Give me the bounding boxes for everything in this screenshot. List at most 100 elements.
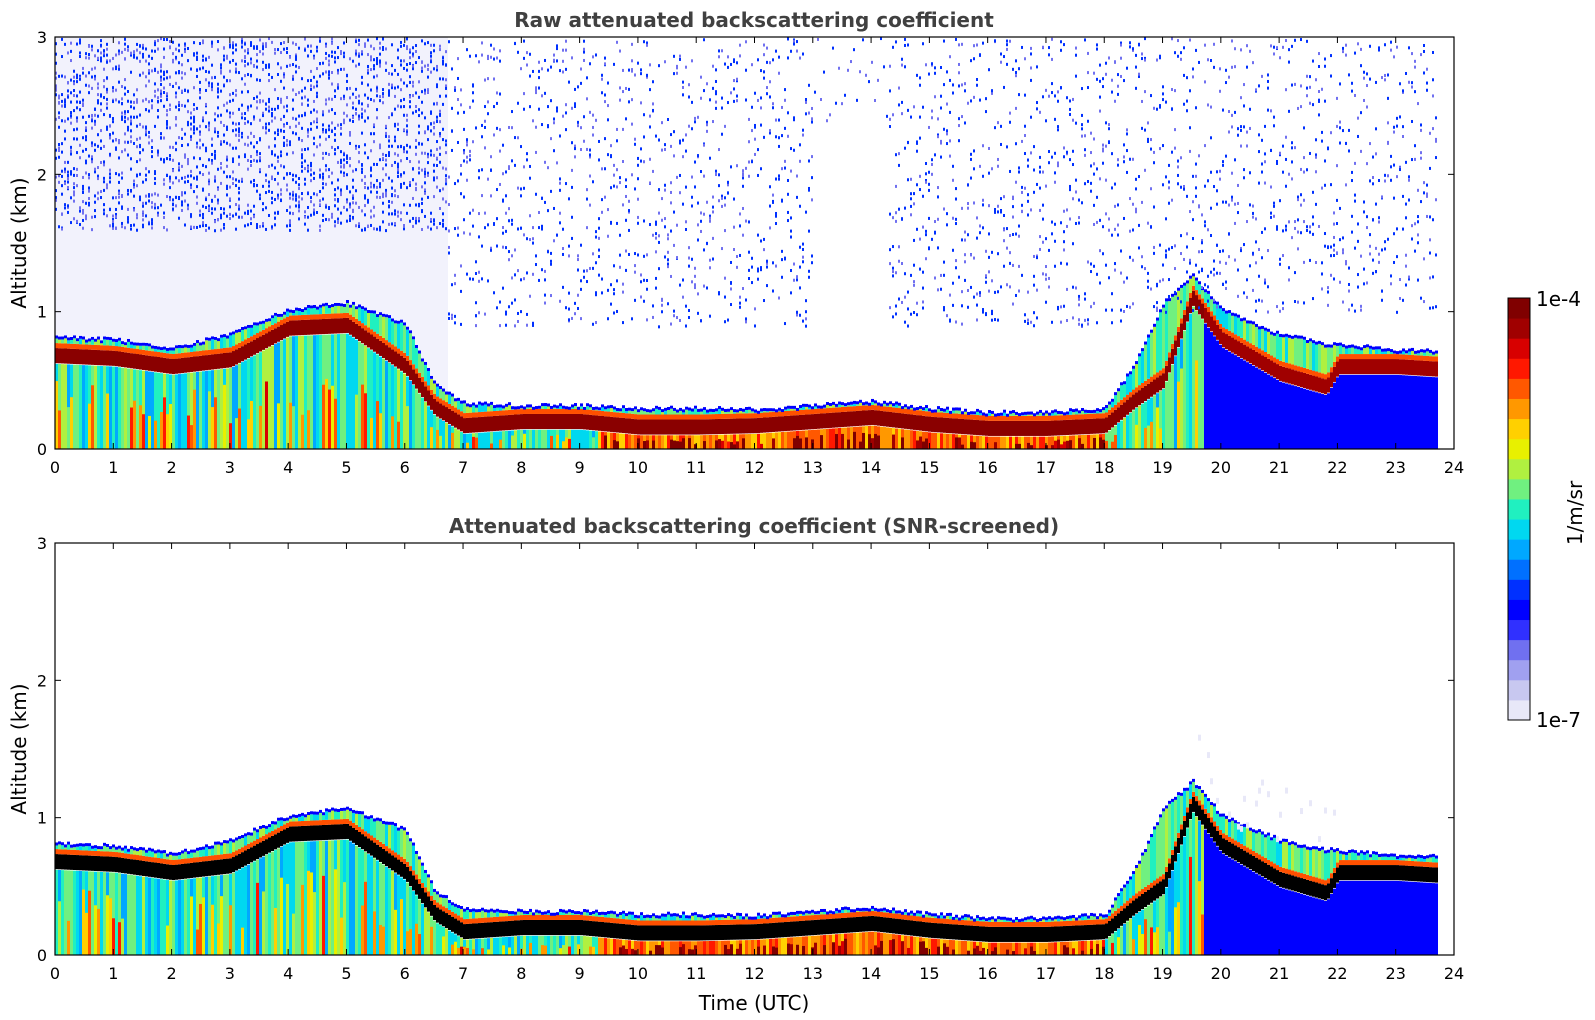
heatmap-cell: [919, 436, 922, 449]
heatmap-cell: [133, 55, 135, 59]
heatmap-cell: [889, 64, 891, 68]
heatmap-cell: [595, 230, 597, 234]
heatmap-cell: [538, 405, 541, 409]
heatmap-cell: [688, 316, 690, 320]
heatmap-cell: [58, 410, 61, 449]
heatmap-cell: [742, 176, 744, 180]
heatmap-cell: [241, 116, 243, 120]
heatmap-cell: [439, 109, 441, 113]
heatmap-cell: [289, 205, 291, 209]
heatmap-cell: [424, 386, 427, 402]
heatmap-cell: [115, 342, 118, 347]
heatmap-cell: [190, 174, 192, 178]
heatmap-cell: [889, 427, 892, 449]
heatmap-cell: [211, 407, 214, 449]
heatmap-cell: [613, 406, 616, 410]
heatmap-cell: [280, 117, 282, 121]
heatmap-cell: [340, 306, 343, 314]
heatmap-cell: [220, 353, 223, 369]
heatmap-cell: [97, 56, 99, 60]
heatmap-cell: [604, 93, 606, 97]
heatmap-cell: [217, 95, 219, 99]
heatmap-cell: [436, 396, 439, 402]
heatmap-cell: [286, 96, 288, 100]
heatmap-cell: [67, 51, 69, 55]
heatmap-cell: [529, 52, 531, 56]
heatmap-cell: [691, 204, 693, 208]
heatmap-cell: [79, 40, 81, 44]
heatmap-cell: [418, 108, 420, 112]
heatmap-cell: [301, 96, 303, 100]
heatmap-cell: [190, 356, 193, 372]
heatmap-cell: [715, 411, 718, 415]
heatmap-cell: [751, 281, 753, 285]
heatmap-cell: [514, 248, 516, 252]
heatmap-cell: [55, 71, 57, 75]
heatmap-cell: [835, 412, 838, 428]
heatmap-cell: [322, 72, 324, 76]
heatmap-cell: [307, 128, 309, 132]
heatmap-cell: [670, 229, 672, 233]
heatmap-cell: [118, 191, 120, 195]
heatmap-cell: [487, 112, 489, 116]
heatmap-cell: [481, 405, 484, 412]
heatmap-cell: [160, 357, 163, 373]
heatmap-cell: [244, 56, 246, 60]
heatmap-cell: [823, 408, 826, 414]
heatmap-cell: [703, 414, 706, 420]
heatmap-cell: [643, 135, 645, 139]
heatmap-cell: [718, 55, 720, 59]
heatmap-cell: [193, 107, 195, 111]
heatmap-cell: [124, 132, 126, 136]
heatmap-cell: [655, 134, 657, 138]
heatmap-cell: [103, 163, 105, 167]
heatmap-cell: [451, 283, 453, 287]
heatmap-cell: [109, 133, 111, 137]
heatmap-cell: [226, 79, 228, 83]
heatmap-cell: [787, 415, 790, 431]
heatmap-cell: [223, 133, 225, 137]
heatmap-cell: [625, 408, 628, 412]
heatmap-cell: [157, 211, 159, 215]
heatmap-cell: [811, 406, 814, 410]
heatmap-cell: [283, 141, 285, 145]
heatmap-cell: [346, 87, 348, 91]
heatmap-cell: [652, 108, 654, 112]
heatmap-cell: [643, 113, 645, 117]
heatmap-cell: [331, 385, 334, 449]
heatmap-cell: [340, 333, 343, 449]
heatmap-cell: [709, 98, 711, 102]
heatmap-cell: [895, 304, 897, 308]
heatmap-cell: [673, 419, 676, 435]
heatmap-cell: [379, 59, 381, 63]
heatmap-cell: [226, 175, 228, 179]
heatmap-cell: [658, 138, 660, 142]
heatmap-cell: [157, 96, 159, 100]
heatmap-cell: [79, 223, 81, 227]
heatmap-cell: [661, 310, 663, 314]
heatmap-cell: [280, 37, 283, 314]
heatmap-cell: [301, 192, 303, 196]
heatmap-cell: [568, 80, 570, 84]
heatmap-cell: [904, 295, 906, 299]
heatmap-cell: [478, 401, 481, 405]
heatmap-cell: [361, 52, 363, 56]
heatmap-cell: [739, 418, 742, 434]
heatmap-cell: [421, 151, 423, 155]
heatmap-cell: [415, 220, 417, 224]
heatmap-cell: [295, 124, 297, 128]
heatmap-cell: [790, 410, 793, 416]
heatmap-cell: [889, 404, 892, 407]
heatmap-cell: [265, 63, 267, 67]
heatmap-cell: [307, 166, 309, 170]
heatmap-cell: [460, 322, 462, 326]
heatmap-cell: [787, 111, 789, 115]
heatmap-cell: [742, 413, 745, 419]
heatmap-cell: [427, 195, 429, 199]
heatmap-cell: [295, 336, 298, 449]
heatmap-cell: [568, 197, 570, 201]
heatmap-cell: [439, 189, 441, 193]
heatmap-cell: [202, 39, 204, 43]
heatmap-cell: [130, 70, 132, 74]
heatmap-cell: [886, 411, 889, 427]
